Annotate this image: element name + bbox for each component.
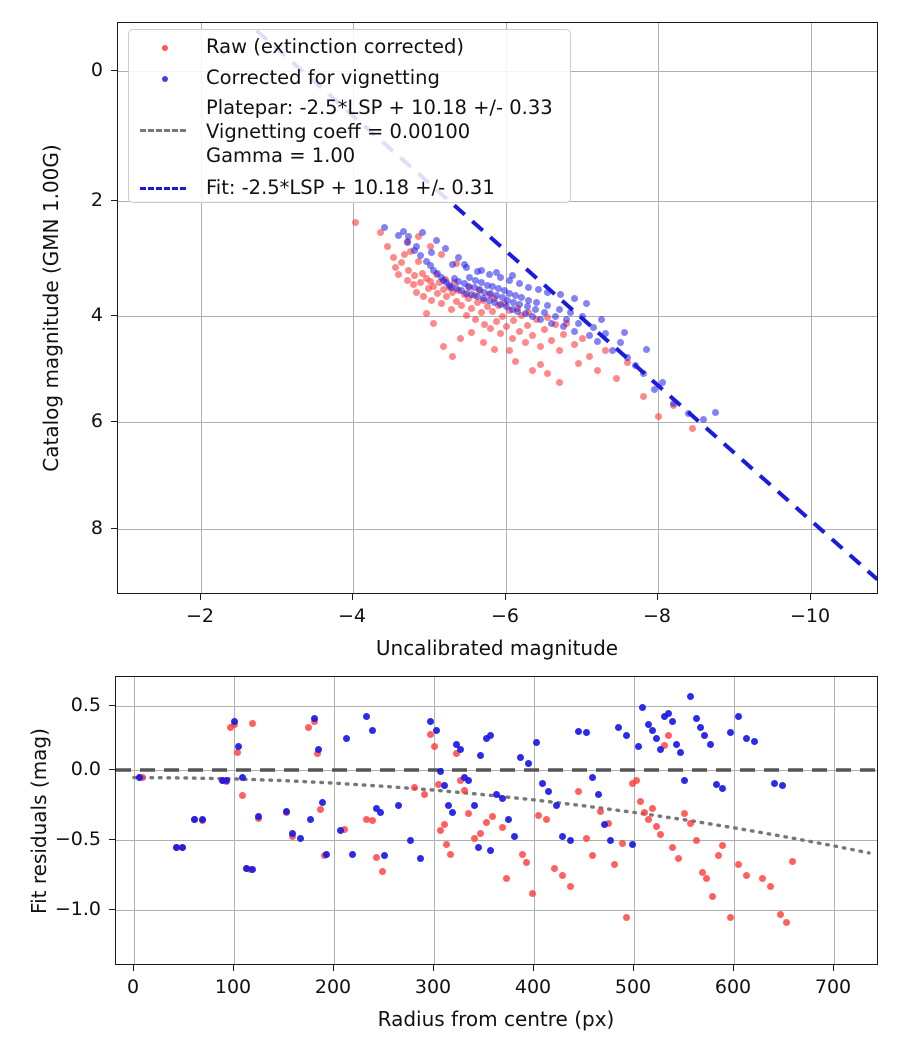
gridline-y-4 — [118, 316, 877, 317]
xtick-m10 — [810, 594, 812, 600]
res-xtick-label-500: 500 — [614, 976, 652, 998]
legend-row-platepar: Platepar: -2.5*LSP + 10.18 +/- 0.33 Vign… — [129, 96, 572, 174]
legend-row-raw: Raw (extinction corrected) — [129, 34, 572, 62]
legend-marker-fit-dash — [140, 187, 186, 190]
res-xtick-label-300: 300 — [414, 976, 452, 998]
res-xtick-200 — [333, 965, 335, 971]
res-xtick-500 — [633, 965, 635, 971]
xtick-label-m8: −8 — [642, 605, 672, 627]
ytick-2 — [111, 200, 117, 202]
gridline-res-x100 — [234, 677, 235, 964]
ytick-8 — [111, 528, 117, 530]
gridline-y-6 — [118, 422, 877, 423]
legend-label-gamma: Gamma = 1.00 — [206, 144, 356, 167]
legend-row-fit: Fit: -2.5*LSP + 10.18 +/- 0.31 — [129, 175, 572, 203]
res-xtick-700 — [833, 965, 835, 971]
gridline-res-x300 — [434, 677, 435, 964]
res-xtick-300 — [433, 965, 435, 971]
residuals-axes — [115, 676, 878, 965]
res-ytick-label-05: 0.5 — [70, 694, 101, 716]
gridline-res-x500 — [634, 677, 635, 964]
residuals-panel: 0.5 0.0 −0.5 −1.0 0 100 200 300 400 500 … — [27, 676, 878, 1031]
res-xtick-label-400: 400 — [514, 976, 552, 998]
fit-line — [255, 28, 877, 581]
gridline-res-m10 — [116, 910, 877, 911]
calibration-legend: Raw (extinction corrected) Corrected for… — [128, 29, 571, 203]
xtick-label-m2: −2 — [185, 605, 215, 627]
res-ytick-m10 — [109, 909, 115, 911]
legend-label-raw: Raw (extinction corrected) — [206, 35, 464, 58]
legend-label-fit: Fit: -2.5*LSP + 10.18 +/- 0.31 — [206, 176, 495, 199]
legend-marker-corrected-dot — [162, 76, 168, 82]
gridline-res-x600 — [734, 677, 735, 964]
xtick-m8 — [657, 594, 659, 600]
gridline-x-m4 — [353, 23, 354, 593]
ytick-label-2: 2 — [90, 189, 103, 211]
legend-marker-raw-dot — [162, 45, 168, 51]
xtick-m4 — [352, 594, 354, 600]
res-ytick-05 — [109, 705, 115, 707]
res-xtick-100 — [233, 965, 235, 971]
ytick-label-0: 0 — [90, 59, 103, 81]
ytick-label-4: 4 — [90, 304, 103, 326]
res-xtick-0 — [133, 965, 135, 971]
xtick-m2 — [200, 594, 202, 600]
ytick-label-8: 8 — [90, 517, 103, 539]
gridline-x-m8 — [658, 23, 659, 593]
gridline-y-8 — [118, 529, 877, 530]
res-ytick-label-m05: −0.5 — [54, 828, 101, 850]
res-xtick-label-0: 0 — [126, 976, 140, 998]
res-xtick-400 — [533, 965, 535, 971]
legend-label-vignetting: Vignetting coeff = 0.00100 — [206, 120, 471, 143]
xtick-m6 — [505, 594, 507, 600]
gridline-res-x700 — [834, 677, 835, 964]
xtick-label-m4: −4 — [337, 605, 367, 627]
gridline-x-m10 — [811, 23, 812, 593]
gridline-res-m05 — [116, 840, 877, 841]
calibration-xlabel: Uncalibrated magnitude — [375, 636, 619, 660]
res-ytick-m05 — [109, 839, 115, 841]
res-ytick-00 — [109, 769, 115, 771]
legend-label-corrected: Corrected for vignetting — [206, 66, 440, 89]
residuals-xlabel: Radius from centre (px) — [377, 1007, 615, 1031]
legend-marker-platepar-dash — [140, 129, 186, 132]
res-xtick-label-100: 100 — [214, 976, 252, 998]
ytick-label-6: 6 — [90, 410, 103, 432]
residuals-reference-lines — [116, 768, 877, 855]
calibration-ylabel: Catalog magnitude (GMN 1.00G) — [39, 144, 63, 472]
res-ytick-label-00: 0.0 — [70, 758, 101, 780]
residuals-plot-area — [116, 677, 877, 964]
res-xtick-600 — [733, 965, 735, 971]
gridline-res-x200 — [334, 677, 335, 964]
calibration-panel: 0 2 4 6 8 −2 −4 −6 −8 −10 Uncalibrated m… — [39, 22, 878, 660]
legend-row-corrected: Corrected for vignetting — [129, 65, 572, 93]
legend-label-platepar: Platepar: -2.5*LSP + 10.18 +/- 0.33 — [206, 96, 553, 119]
xtick-label-m6: −6 — [490, 605, 520, 627]
gridline-res-00 — [116, 770, 877, 771]
gridline-res-x0 — [134, 677, 135, 964]
res-xtick-label-600: 600 — [714, 976, 752, 998]
ytick-4 — [111, 315, 117, 317]
vignetting-curve — [132, 775, 871, 855]
res-xtick-label-200: 200 — [314, 976, 352, 998]
gridline-res-x400 — [534, 677, 535, 964]
gridline-x-m2 — [201, 23, 202, 593]
residuals-ylabel: Fit residuals (mag) — [27, 728, 51, 914]
res-xtick-label-700: 700 — [814, 976, 852, 998]
xtick-label-m10: −10 — [789, 605, 831, 627]
ytick-6 — [111, 421, 117, 423]
ytick-0 — [111, 70, 117, 72]
calibration-lines — [255, 28, 877, 581]
res-ytick-label-m10: −1.0 — [54, 898, 101, 920]
gridline-res-05 — [116, 706, 877, 707]
